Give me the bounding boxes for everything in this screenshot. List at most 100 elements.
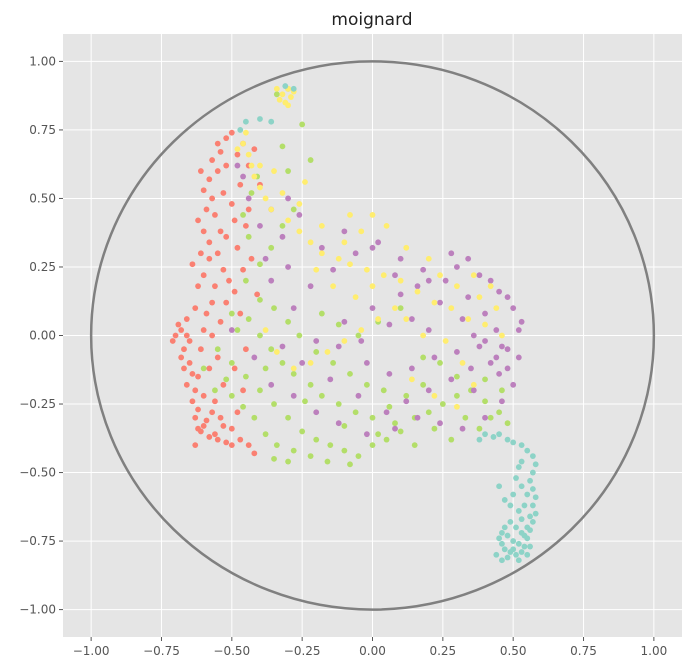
data-point	[234, 146, 241, 153]
points	[169, 83, 539, 564]
data-point	[307, 283, 314, 290]
data-point	[392, 425, 398, 432]
y-tick-label: 1.00	[29, 54, 56, 68]
data-point	[214, 436, 221, 443]
data-point	[347, 212, 353, 218]
data-point	[290, 370, 297, 377]
data-point	[448, 305, 455, 311]
data-point	[482, 414, 488, 421]
data-point	[504, 532, 511, 539]
data-point	[504, 346, 511, 353]
data-point	[476, 343, 483, 350]
data-point	[242, 118, 249, 125]
data-point	[192, 442, 199, 449]
data-point	[251, 146, 258, 153]
data-point	[330, 360, 337, 366]
data-point	[296, 212, 303, 218]
data-point	[206, 434, 213, 440]
data-point	[206, 176, 213, 183]
data-point	[257, 261, 263, 268]
data-point	[454, 373, 460, 380]
data-point	[214, 140, 221, 147]
data-point	[493, 305, 500, 311]
data-point	[324, 349, 331, 355]
data-point	[330, 266, 337, 273]
data-point	[214, 250, 221, 257]
data-point	[518, 442, 525, 449]
data-point	[203, 310, 210, 317]
data-point	[375, 316, 382, 322]
data-point	[234, 409, 241, 416]
data-point	[499, 557, 505, 564]
data-point	[507, 518, 514, 525]
y-tick-label: 0.25	[29, 260, 56, 274]
data-point	[499, 398, 505, 405]
y-tick-label: −1.00	[19, 603, 56, 617]
data-point	[262, 327, 269, 333]
data-point	[482, 338, 488, 344]
data-point	[363, 266, 370, 273]
data-point	[499, 387, 505, 394]
data-point	[299, 360, 306, 366]
data-point	[200, 365, 207, 372]
data-point	[223, 376, 230, 383]
data-point	[518, 529, 525, 536]
data-point	[228, 360, 235, 366]
data-point	[335, 420, 342, 427]
data-point	[223, 162, 230, 169]
data-point	[302, 179, 308, 185]
data-point	[195, 217, 201, 224]
data-point	[454, 403, 460, 410]
data-point	[380, 387, 387, 394]
data-point	[220, 423, 227, 429]
data-point	[358, 228, 365, 235]
data-point	[383, 409, 390, 416]
data-point	[197, 346, 204, 353]
data-point	[178, 354, 185, 361]
data-point	[228, 201, 235, 207]
data-point	[307, 381, 314, 388]
data-point	[257, 162, 263, 169]
data-point	[245, 233, 252, 240]
data-point	[397, 277, 404, 284]
x-tick-label: 0.75	[570, 644, 597, 658]
data-point	[369, 244, 376, 251]
data-point	[369, 305, 376, 311]
data-point	[192, 414, 199, 421]
data-point	[510, 491, 517, 498]
data-point	[397, 255, 404, 262]
data-point	[240, 266, 246, 273]
data-point	[318, 310, 325, 317]
data-point	[335, 321, 342, 328]
data-point	[285, 102, 291, 109]
data-point	[296, 201, 303, 207]
data-point	[524, 447, 531, 454]
data-point	[228, 442, 235, 449]
data-point	[454, 349, 460, 355]
y-tick-label: −0.50	[19, 466, 56, 480]
data-point	[169, 338, 176, 344]
y-tick-label: −0.25	[19, 397, 56, 411]
data-point	[209, 332, 216, 339]
data-point	[242, 346, 249, 353]
x-tick-label: 0.00	[359, 644, 386, 658]
data-point	[437, 360, 443, 366]
data-point	[242, 222, 249, 229]
data-point	[465, 255, 472, 262]
data-point	[212, 387, 218, 394]
data-point	[290, 447, 297, 454]
data-point	[420, 332, 427, 339]
y-tick-label: 0.75	[29, 123, 56, 137]
data-point	[268, 381, 275, 388]
data-point	[299, 428, 306, 435]
data-point	[487, 414, 494, 421]
data-point	[425, 387, 432, 394]
data-point	[203, 206, 210, 213]
data-point	[251, 354, 258, 361]
data-point	[223, 233, 230, 240]
data-point	[414, 283, 421, 290]
series-group	[169, 129, 263, 457]
data-point	[352, 250, 359, 257]
data-point	[392, 420, 398, 427]
